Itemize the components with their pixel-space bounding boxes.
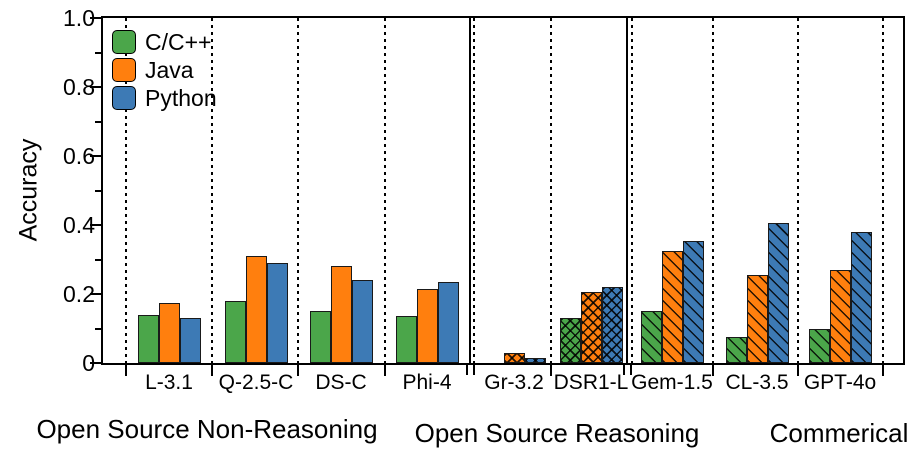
category-label: DSR1-L xyxy=(553,371,629,394)
y-axis-major-tick xyxy=(90,154,103,158)
bar-GPT-4o-Java xyxy=(829,269,851,363)
category-label: L-3.1 xyxy=(145,371,193,394)
category-gridline xyxy=(712,18,714,363)
group-label-commerical: Commerical xyxy=(769,418,909,448)
y-axis-major-tick xyxy=(90,292,103,296)
bar-Q-2.5-C-Python xyxy=(266,262,288,363)
y-axis-major-tick xyxy=(90,85,103,89)
bar-Gr-3.2-Python xyxy=(524,357,546,363)
x-axis-tick xyxy=(210,365,214,376)
bar-CL-3.5-Java xyxy=(746,275,768,363)
group-label-open-source-non-reasoning: Open Source Non-Reasoning xyxy=(36,414,378,444)
bar-DS-C-Python xyxy=(351,280,373,363)
group-label-open-source-reasoning: Open Source Reasoning xyxy=(414,418,700,448)
x-axis-tick xyxy=(549,365,553,376)
category-label: Gr-3.2 xyxy=(484,371,544,394)
y-axis-minor-tick xyxy=(95,258,103,261)
y-axis-tick-label: 0.6 xyxy=(63,143,95,169)
category-gridline xyxy=(550,18,552,363)
x-axis-tick xyxy=(796,365,800,376)
category-gridline xyxy=(797,18,799,363)
category-gridline xyxy=(297,18,299,363)
bar-CL-3.5-C/C++ xyxy=(725,337,747,363)
x-axis-tick xyxy=(711,365,715,376)
legend-label-python: Python xyxy=(145,84,217,111)
category-gridline xyxy=(384,18,386,363)
group-break-tick xyxy=(629,365,632,375)
category-gridline xyxy=(631,18,633,363)
bar-GPT-4o-Python xyxy=(850,231,872,363)
bar-Gem-1.5-Java xyxy=(661,250,683,363)
y-axis-minor-tick xyxy=(95,120,103,123)
y-axis-tick-label: 0.4 xyxy=(63,212,95,238)
category-label: GPT-4o xyxy=(803,371,877,394)
bar-Phi-4-C/C++ xyxy=(395,316,417,363)
group-break-tick xyxy=(465,365,468,375)
bar-DS-C-Java xyxy=(330,266,352,363)
bar-Gem-1.5-Python xyxy=(682,240,704,363)
group-separator-line xyxy=(625,18,629,363)
x-axis-tick xyxy=(124,365,128,376)
category-label: CL-3.5 xyxy=(725,371,789,394)
legend-item-cpp: C/C++ xyxy=(112,28,217,55)
x-axis-tick xyxy=(383,365,387,376)
y-axis-tick-label: 0.2 xyxy=(63,281,95,307)
category-gridline xyxy=(211,18,213,363)
legend-swatch-java xyxy=(112,58,136,82)
legend-swatch-python xyxy=(112,86,136,110)
y-axis-major-tick xyxy=(90,16,103,20)
category-gridline xyxy=(473,18,475,363)
category-label: Phi-4 xyxy=(402,371,452,394)
legend-item-python: Python xyxy=(112,84,217,111)
group-break-tick xyxy=(472,365,475,375)
category-gridline xyxy=(882,18,884,363)
y-axis-minor-tick xyxy=(95,327,103,330)
category-label: Q-2.5-C xyxy=(218,371,294,394)
legend-label-cpp: C/C++ xyxy=(145,28,212,55)
legend: C/C++ Java Python xyxy=(112,28,217,111)
category-gridline xyxy=(125,18,127,363)
bar-Gr-3.2-Java xyxy=(503,352,525,363)
bar-Phi-4-Python xyxy=(437,281,459,363)
y-axis-major-tick xyxy=(90,223,103,227)
y-axis-minor-tick xyxy=(95,51,103,54)
group-separator-line xyxy=(468,18,472,363)
bar-DS-C-C/C++ xyxy=(309,311,331,363)
legend-label-java: Java xyxy=(145,56,194,83)
y-axis-tick-label: 0.8 xyxy=(63,74,95,100)
y-axis-minor-tick xyxy=(95,189,103,192)
bar-DSR1-L-Python xyxy=(601,287,623,363)
legend-swatch-cpp xyxy=(112,30,136,54)
bar-DSR1-L-Java xyxy=(580,292,602,363)
x-axis-tick xyxy=(296,365,300,376)
bar-L-3.1-Python xyxy=(179,318,201,363)
category-label: DS-C xyxy=(315,371,367,394)
bar-DSR1-L-C/C++ xyxy=(559,318,581,363)
bar-Gem-1.5-C/C++ xyxy=(640,311,662,363)
legend-item-java: Java xyxy=(112,56,217,83)
bar-CL-3.5-Python xyxy=(767,223,789,363)
bar-Q-2.5-C-Java xyxy=(245,256,267,363)
y-axis-major-tick xyxy=(90,361,103,365)
group-break-tick xyxy=(622,365,625,375)
y-axis-tick-label: 0 xyxy=(82,350,95,376)
y-axis-tick-label: 1.0 xyxy=(63,5,95,31)
bar-L-3.1-Java xyxy=(158,302,180,363)
bar-GPT-4o-C/C++ xyxy=(808,328,830,363)
bar-Phi-4-Java xyxy=(416,288,438,363)
bar-L-3.1-C/C++ xyxy=(137,314,159,363)
x-axis-tick xyxy=(881,365,885,376)
category-label: Gem-1.5 xyxy=(631,371,713,394)
bar-Q-2.5-C-C/C++ xyxy=(224,300,246,363)
